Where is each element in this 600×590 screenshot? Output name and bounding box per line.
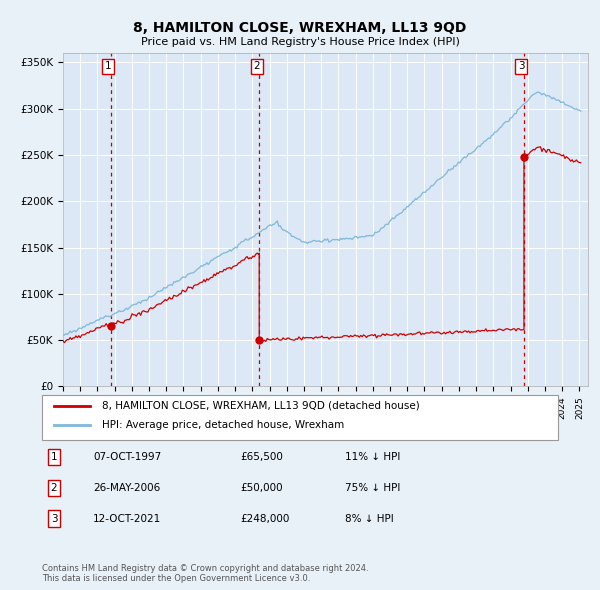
Text: 12-OCT-2021: 12-OCT-2021 bbox=[93, 514, 161, 523]
Text: £50,000: £50,000 bbox=[240, 483, 283, 493]
Text: 26-MAY-2006: 26-MAY-2006 bbox=[93, 483, 160, 493]
Text: 1: 1 bbox=[50, 453, 58, 462]
Text: 07-OCT-1997: 07-OCT-1997 bbox=[93, 453, 161, 462]
Text: 3: 3 bbox=[50, 514, 58, 523]
Text: 2: 2 bbox=[50, 483, 58, 493]
Text: 3: 3 bbox=[518, 61, 524, 71]
Text: HPI: Average price, detached house, Wrexham: HPI: Average price, detached house, Wrex… bbox=[102, 420, 344, 430]
Text: £248,000: £248,000 bbox=[240, 514, 289, 523]
Text: £65,500: £65,500 bbox=[240, 453, 283, 462]
Text: 8% ↓ HPI: 8% ↓ HPI bbox=[345, 514, 394, 523]
Text: 1: 1 bbox=[105, 61, 112, 71]
Text: 11% ↓ HPI: 11% ↓ HPI bbox=[345, 453, 400, 462]
Text: Price paid vs. HM Land Registry's House Price Index (HPI): Price paid vs. HM Land Registry's House … bbox=[140, 37, 460, 47]
Text: 8, HAMILTON CLOSE, WREXHAM, LL13 9QD: 8, HAMILTON CLOSE, WREXHAM, LL13 9QD bbox=[133, 21, 467, 35]
Text: 2: 2 bbox=[253, 61, 260, 71]
Text: 75% ↓ HPI: 75% ↓ HPI bbox=[345, 483, 400, 493]
Text: 8, HAMILTON CLOSE, WREXHAM, LL13 9QD (detached house): 8, HAMILTON CLOSE, WREXHAM, LL13 9QD (de… bbox=[102, 401, 420, 411]
Text: Contains HM Land Registry data © Crown copyright and database right 2024.
This d: Contains HM Land Registry data © Crown c… bbox=[42, 563, 368, 583]
